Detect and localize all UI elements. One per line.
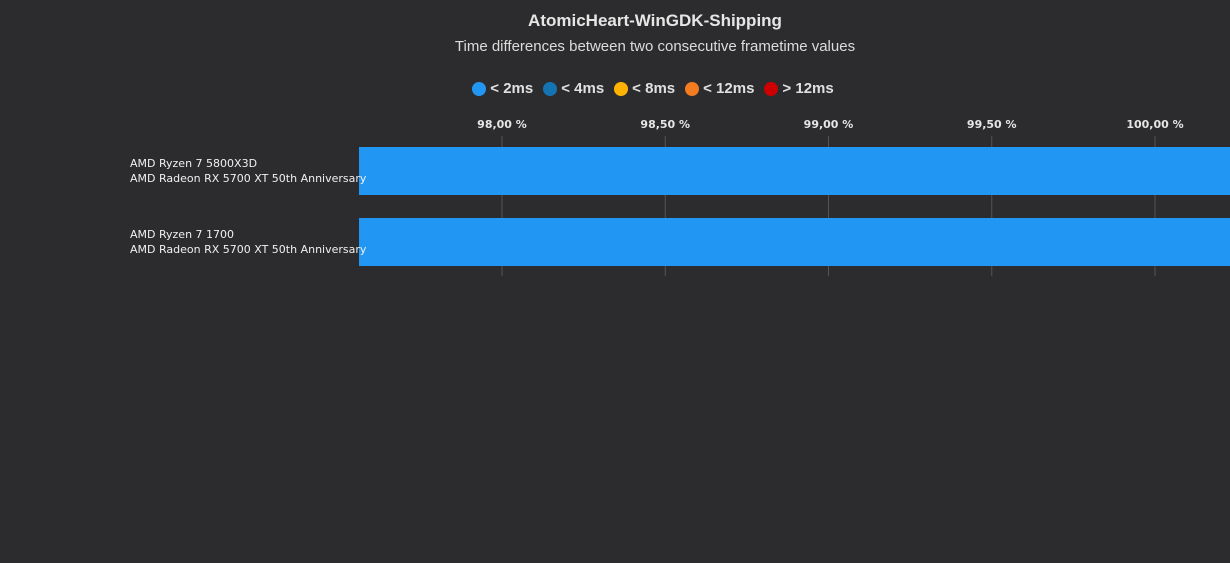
- bar-segment: [359, 147, 1230, 195]
- x-tick-label: 99,00 %: [804, 118, 854, 131]
- category-label: AMD Ryzen 7 1700: [130, 228, 234, 241]
- legend-item[interactable]: > 12ms: [764, 80, 834, 97]
- legend-dot-icon: [685, 81, 700, 96]
- legend-item[interactable]: < 8ms: [614, 80, 675, 97]
- x-tick-label: 98,50 %: [640, 118, 690, 131]
- legend: < 2ms < 4ms < 8ms < 12ms > 12ms: [0, 80, 1230, 97]
- x-tick-label: 99,50 %: [967, 118, 1017, 131]
- category-label: AMD Ryzen 7 5800X3D: [130, 157, 257, 170]
- category-label: AMD Radeon RX 5700 XT 50th Anniversary: [130, 243, 367, 256]
- legend-label: < 12ms: [703, 80, 755, 97]
- legend-dot-icon: [614, 81, 629, 96]
- legend-dot-icon: [543, 81, 558, 96]
- category-label: AMD Radeon RX 5700 XT 50th Anniversary: [130, 172, 367, 185]
- legend-label: > 12ms: [782, 80, 834, 97]
- legend-label: < 8ms: [632, 80, 676, 97]
- legend-dot-icon: [764, 81, 779, 96]
- legend-dot-icon: [472, 81, 487, 96]
- x-tick-label: 100,00 %: [1126, 118, 1183, 131]
- chart-title: AtomicHeart-WinGDK-Shipping: [528, 11, 782, 30]
- legend-label: < 4ms: [561, 80, 605, 97]
- legend-item[interactable]: < 2ms: [472, 80, 533, 97]
- legend-item[interactable]: < 12ms: [685, 80, 754, 97]
- bar-segment: [359, 218, 1230, 266]
- chart-subtitle: Time differences between two consecutive…: [454, 38, 856, 55]
- legend-item[interactable]: < 4ms: [543, 80, 604, 97]
- x-tick-label: 98,00 %: [477, 118, 527, 131]
- legend-label: < 2ms: [490, 80, 534, 97]
